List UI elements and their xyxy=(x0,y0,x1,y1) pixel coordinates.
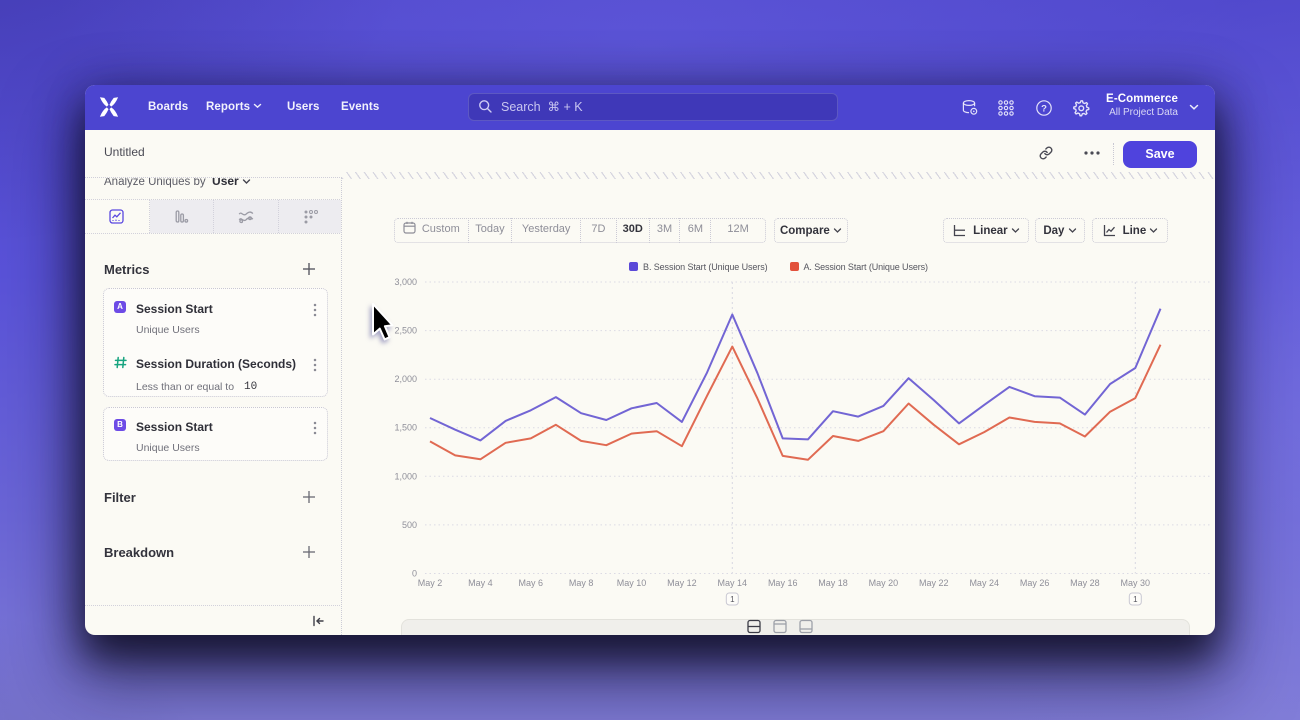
svg-text:1,000: 1,000 xyxy=(394,471,417,481)
svg-text:May 12: May 12 xyxy=(667,578,697,588)
svg-text:May 4: May 4 xyxy=(468,578,493,588)
svg-text:3,000: 3,000 xyxy=(394,277,417,287)
svg-text:May 24: May 24 xyxy=(969,578,999,588)
svg-text:May 30: May 30 xyxy=(1121,578,1151,588)
svg-text:May 28: May 28 xyxy=(1070,578,1100,588)
svg-text:May 18: May 18 xyxy=(818,578,848,588)
svg-text:May 6: May 6 xyxy=(519,578,544,588)
svg-text:May 22: May 22 xyxy=(919,578,949,588)
svg-text:May 14: May 14 xyxy=(718,578,748,588)
svg-text:500: 500 xyxy=(402,520,417,530)
svg-text:1,500: 1,500 xyxy=(394,423,417,433)
svg-text:?: ? xyxy=(1041,104,1047,115)
svg-text:0: 0 xyxy=(412,569,417,579)
svg-text:May 10: May 10 xyxy=(617,578,647,588)
svg-text:2,000: 2,000 xyxy=(394,374,417,384)
svg-text:2,500: 2,500 xyxy=(394,326,417,336)
svg-text:May 26: May 26 xyxy=(1020,578,1050,588)
svg-text:May 16: May 16 xyxy=(768,578,798,588)
svg-text:May 20: May 20 xyxy=(869,578,899,588)
svg-text:1: 1 xyxy=(1133,595,1138,604)
svg-text:May 2: May 2 xyxy=(418,578,443,588)
svg-text:May 8: May 8 xyxy=(569,578,594,588)
svg-text:1: 1 xyxy=(730,595,735,604)
